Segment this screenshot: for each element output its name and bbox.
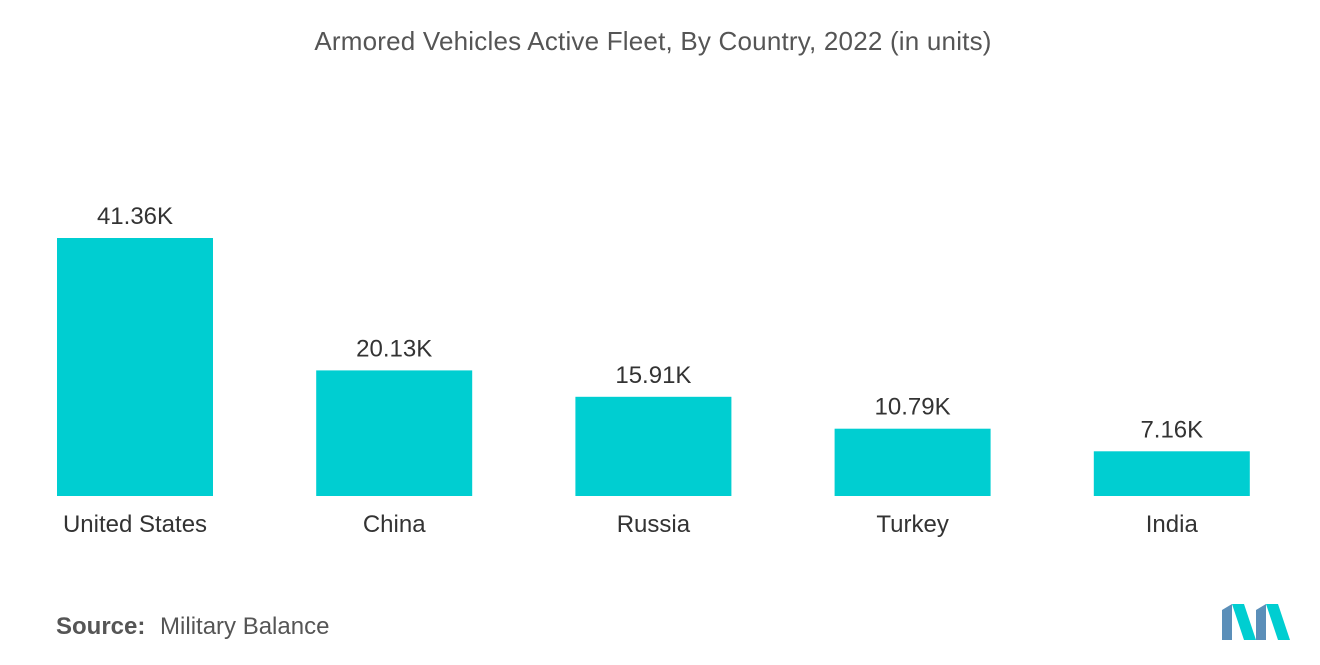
value-label: 15.91K — [615, 362, 691, 389]
category-label: China — [363, 511, 426, 538]
category-label: Russia — [617, 511, 691, 538]
source-value: Military Balance — [160, 613, 330, 640]
source-line: Source: Military Balance — [56, 613, 329, 641]
source-label: Source: — [56, 613, 146, 640]
bar-turkey — [834, 428, 991, 496]
value-label: 41.36K — [97, 203, 173, 230]
bar-united-states — [57, 238, 213, 496]
category-label: United States — [63, 511, 207, 538]
bar-china — [316, 370, 473, 496]
chart-title: Armored Vehicles Active Fleet, By Countr… — [314, 26, 992, 56]
bar-russia — [575, 396, 732, 496]
brand-logo-icon — [1222, 604, 1290, 640]
category-label: Turkey — [876, 511, 948, 538]
category-label: India — [1146, 511, 1199, 538]
value-label: 20.13K — [356, 335, 432, 362]
value-label: 7.16K — [1140, 416, 1203, 443]
bar-india — [1093, 451, 1250, 496]
value-label: 10.79K — [875, 394, 951, 421]
